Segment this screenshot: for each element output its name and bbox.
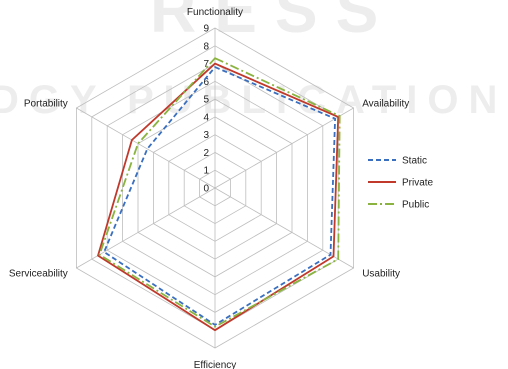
tick-label: 8 [203, 41, 209, 52]
series-private [97, 62, 340, 332]
axis-spoke [76, 187, 216, 269]
axis-label: Efficiency [194, 360, 237, 369]
watermark: RESS DGY PUBLICATIONS [0, 0, 508, 122]
axis-label: Functionality [187, 7, 243, 18]
watermark-middle-text: DGY PUBLICATIONS [0, 78, 508, 122]
axis-label: Usability [362, 269, 400, 280]
radar-series [97, 57, 341, 332]
tick-label: 2 [203, 148, 209, 159]
radar-tick-labels: 0 1 2 3 4 5 6 7 8 9 [203, 24, 209, 195]
tick-label: 1 [203, 166, 209, 177]
radar-spokes [76, 28, 354, 348]
tick-label: 3 [203, 130, 209, 141]
axis-spoke [214, 107, 354, 189]
tick-label: 0 [203, 184, 209, 195]
tick-label: 7 [203, 59, 209, 70]
tick-label: 9 [203, 24, 209, 35]
legend-label-static: Static [402, 156, 427, 167]
legend-label-private: Private [402, 178, 434, 189]
watermark-top-text: RESS [150, 0, 396, 46]
tick-label: 5 [203, 95, 209, 106]
axis-label: Portability [24, 99, 68, 110]
series-public [98, 57, 341, 328]
tick-label: 4 [203, 112, 209, 123]
axis-label: Serviceability [9, 269, 68, 280]
legend-label-public: Public [402, 200, 429, 211]
tick-label: 6 [203, 77, 209, 88]
axis-label: Availability [362, 99, 409, 110]
legend: Static Private Public [368, 156, 434, 211]
series-static [103, 66, 337, 326]
axis-spoke [76, 107, 216, 189]
radar-axis-labels: Functionality Availability Usability Effici… [9, 7, 409, 369]
